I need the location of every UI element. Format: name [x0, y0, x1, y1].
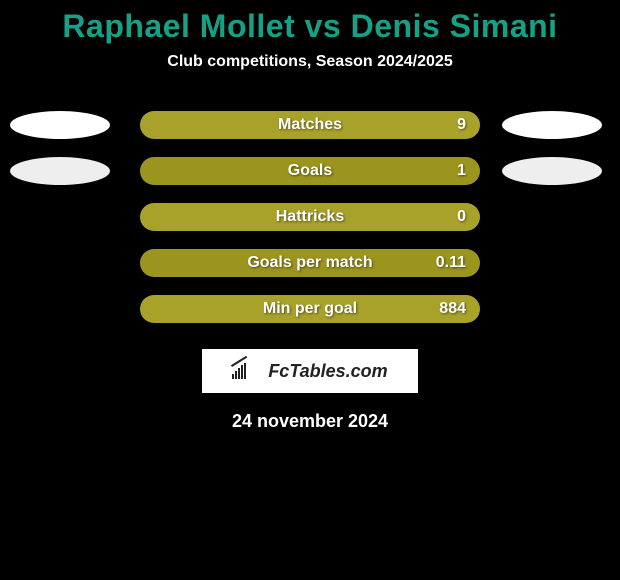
stat-row-matches: Matches 9 — [0, 111, 620, 139]
stat-row-goals-per-match: Goals per match 0.11 — [0, 249, 620, 277]
stat-label: Min per goal — [263, 300, 357, 318]
stat-bar: Goals 1 — [140, 157, 480, 185]
stat-row-goals: Goals 1 — [0, 157, 620, 185]
stat-label: Matches — [278, 116, 342, 134]
comparison-infographic: Raphael Mollet vs Denis Simani Club comp… — [0, 0, 620, 432]
fctables-logo: FcTables.com — [202, 349, 418, 393]
left-ellipse-icon — [10, 111, 110, 139]
stat-bar: Hattricks 0 — [140, 203, 480, 231]
stat-row-hattricks: Hattricks 0 — [0, 203, 620, 231]
stat-value: 1 — [457, 162, 466, 180]
stat-row-min-per-goal: Min per goal 884 — [0, 295, 620, 323]
stat-bar: Goals per match 0.11 — [140, 249, 480, 277]
stat-value: 9 — [457, 116, 466, 134]
stat-label: Goals — [288, 162, 332, 180]
stats-list: Matches 9 Goals 1 Hattricks 0 Goals per … — [0, 111, 620, 323]
stat-value: 884 — [439, 300, 466, 318]
logo-text: FcTables.com — [268, 361, 387, 382]
stat-value: 0.11 — [436, 254, 466, 272]
page-subtitle: Club competitions, Season 2024/2025 — [0, 53, 620, 71]
stat-label: Goals per match — [247, 254, 372, 272]
date-label: 24 november 2024 — [0, 411, 620, 432]
page-title: Raphael Mollet vs Denis Simani — [0, 8, 620, 45]
stat-value: 0 — [457, 208, 466, 226]
stat-label: Hattricks — [276, 208, 344, 226]
stat-bar: Matches 9 — [140, 111, 480, 139]
stat-bar: Min per goal 884 — [140, 295, 480, 323]
left-ellipse-icon — [10, 157, 110, 185]
right-ellipse-icon — [502, 157, 602, 185]
right-ellipse-icon — [502, 111, 602, 139]
